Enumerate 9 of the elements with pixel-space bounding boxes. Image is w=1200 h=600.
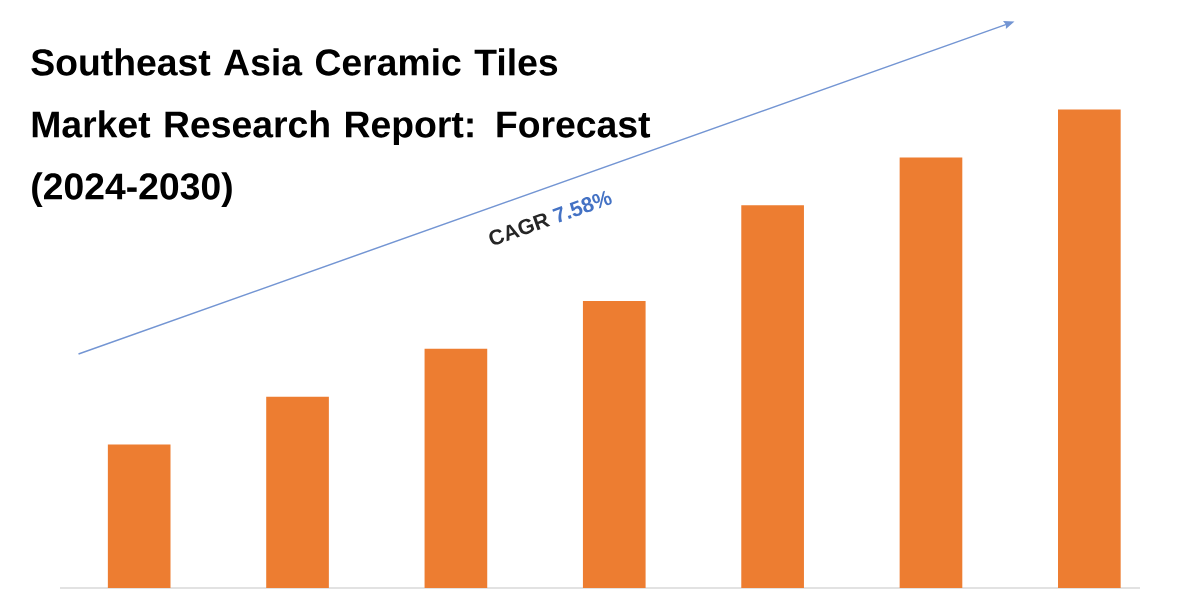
bar	[582, 300, 646, 588]
bar	[741, 205, 804, 588]
bar	[107, 444, 171, 588]
bar	[266, 396, 329, 588]
bar	[1058, 109, 1121, 588]
bar	[424, 348, 488, 588]
bar	[899, 157, 963, 588]
annotation: CAGR	[489, 213, 551, 245]
annotation: 7.58%	[552, 190, 612, 223]
